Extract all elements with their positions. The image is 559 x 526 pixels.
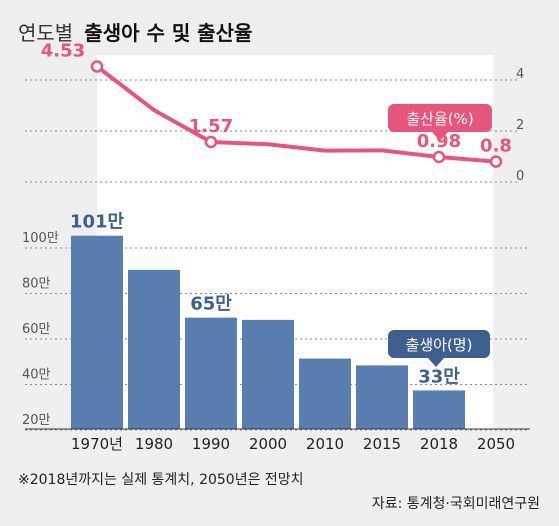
rate-point bbox=[489, 155, 503, 168]
birth-bars: 101만 65만 33만 bbox=[25, 212, 530, 430]
bar-tick-label: 40만 bbox=[22, 368, 51, 383]
x-tick-label: 1970년 bbox=[71, 435, 123, 453]
rate-legend-text: 출산율(%) bbox=[406, 110, 473, 128]
birth-bar bbox=[356, 365, 408, 429]
source-note: 자료: 통계청·국회미래연구원 bbox=[372, 496, 540, 512]
x-axis-labels: 1970년 1980 1990 2000 2010 2015 2018 2050 bbox=[71, 435, 515, 453]
footnote: ※2018년까지는 실제 통계치, 2050년은 전망치 bbox=[18, 472, 304, 488]
rate-value-label: 0.8 bbox=[480, 136, 512, 157]
rate-point bbox=[90, 60, 104, 73]
rate-value-label: 0.98 bbox=[417, 131, 461, 152]
rate-value-label: 4.53 bbox=[41, 40, 85, 61]
birth-value-label: 101만 bbox=[70, 212, 125, 233]
rate-legend-badge: 출산율(%) bbox=[388, 104, 492, 141]
birth-value-label: 65만 bbox=[190, 294, 232, 315]
chart-title: 연도별 출생아 수 및 출산율 bbox=[18, 21, 252, 45]
bar-tick-label: 80만 bbox=[22, 277, 51, 292]
birth-bar bbox=[242, 319, 294, 429]
birth-bar bbox=[299, 358, 351, 429]
chart-title-light: 연도별 bbox=[18, 21, 73, 45]
birth-legend-pointer bbox=[428, 358, 444, 367]
x-tick-label: 2015 bbox=[363, 435, 401, 453]
rate-tick-label: 2 bbox=[516, 118, 524, 133]
x-tick-label: 2000 bbox=[249, 435, 287, 453]
birth-legend-badge: 출생아(명) bbox=[388, 330, 490, 367]
rate-legend-pointer bbox=[432, 132, 448, 141]
x-tick-label: 1990 bbox=[192, 435, 230, 453]
x-tick-label: 2050 bbox=[477, 435, 515, 453]
birth-bar bbox=[413, 390, 465, 429]
birth-bar bbox=[185, 317, 237, 429]
x-tick-label: 1980 bbox=[135, 435, 173, 453]
rate-point bbox=[432, 150, 446, 164]
bar-grid: 20만 40만 60만 80만 100만 bbox=[22, 231, 530, 431]
bar-tick-label: 60만 bbox=[22, 322, 51, 337]
birth-value-label: 33만 bbox=[418, 366, 460, 387]
bar-tick-label: 100만 bbox=[22, 231, 59, 246]
birth-legend-text: 출생아(명) bbox=[406, 336, 473, 354]
rate-grid: 0 2 4 bbox=[25, 67, 524, 184]
x-tick-label: 2018 bbox=[420, 435, 458, 453]
rate-line: 4.53 1.57 0.98 0.8 bbox=[41, 40, 512, 168]
rate-legend-box bbox=[388, 104, 492, 132]
birth-bar bbox=[128, 269, 180, 429]
rate-tick-label: 0 bbox=[516, 169, 524, 184]
rate-point bbox=[204, 135, 218, 149]
rate-tick-label: 4 bbox=[516, 67, 524, 82]
rate-series-line bbox=[95, 64, 497, 164]
chart-title-bold: 출생아 수 및 출산율 bbox=[84, 21, 252, 45]
birth-bar bbox=[71, 235, 123, 429]
x-tick-label: 2010 bbox=[306, 435, 344, 453]
rate-value-label: 1.57 bbox=[189, 116, 233, 137]
birth-legend-box bbox=[388, 330, 490, 358]
bar-tick-label: 20만 bbox=[22, 413, 51, 428]
